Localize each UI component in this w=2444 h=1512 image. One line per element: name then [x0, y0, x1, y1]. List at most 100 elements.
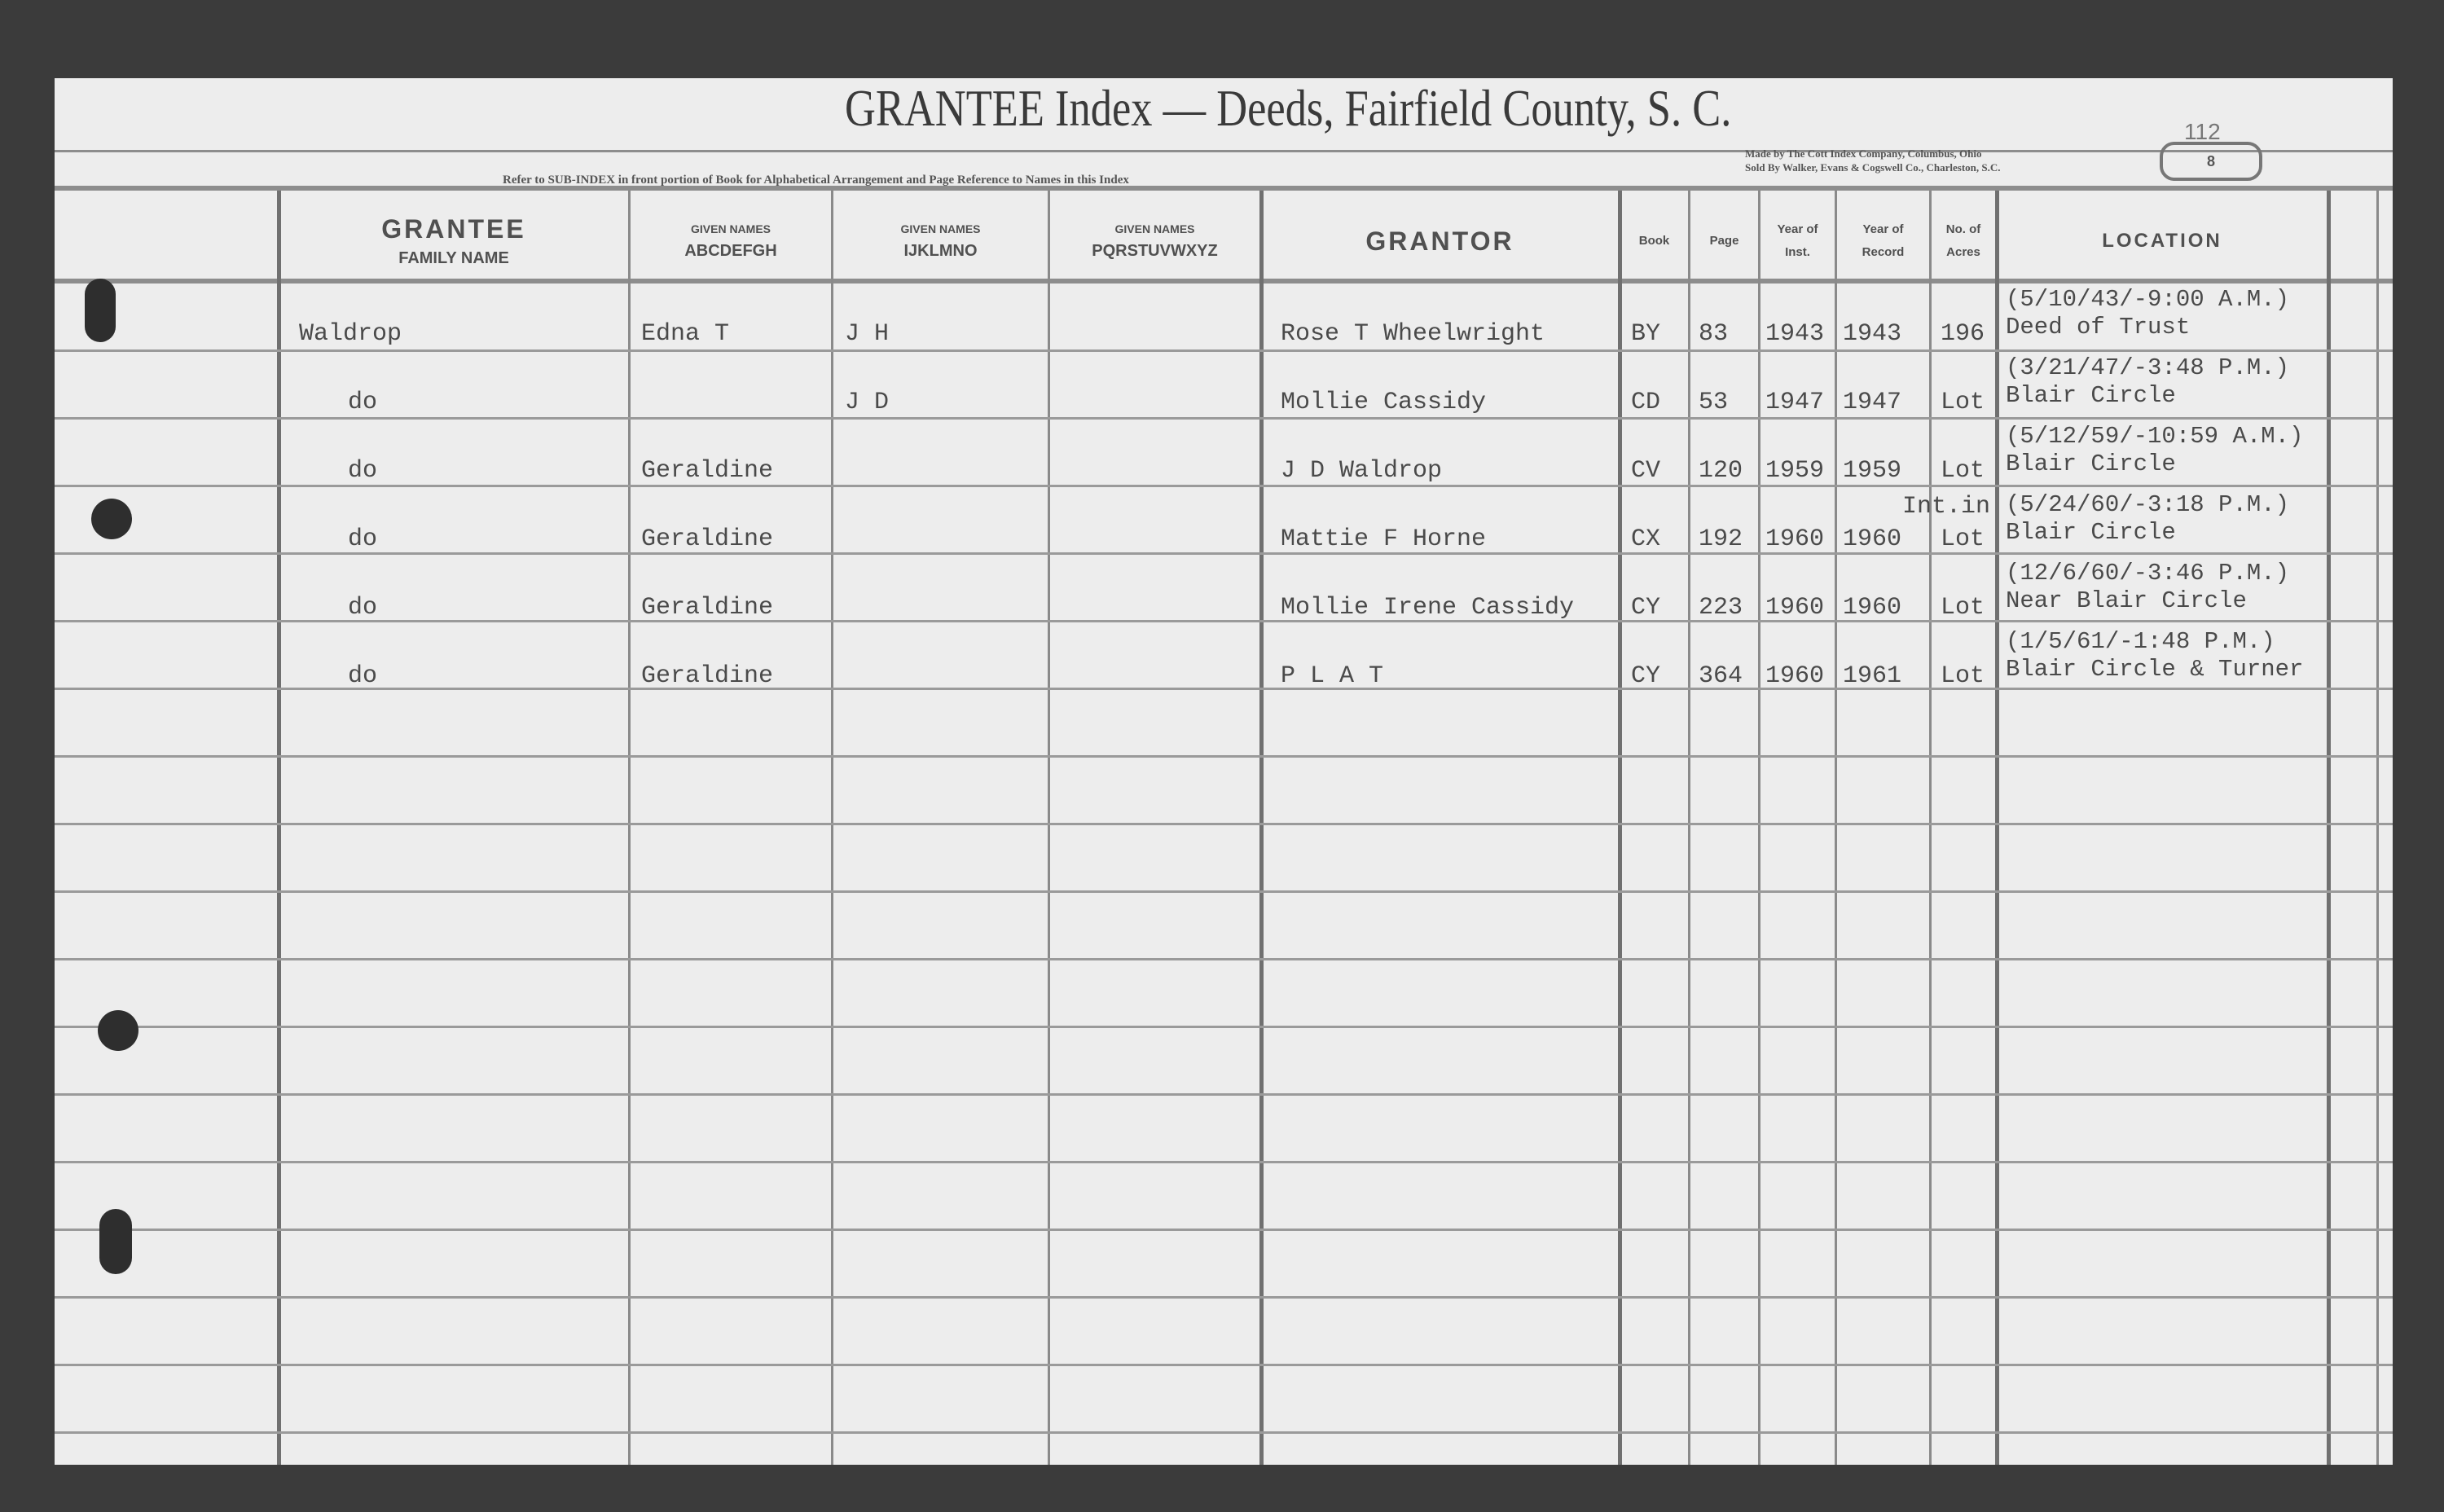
book: CY — [1631, 594, 1661, 622]
table-row: Waldrop Edna T J H Rose T Wheelwright BY 83 19… — [55, 284, 2393, 353]
page-letter-box: 8 — [2160, 142, 2262, 181]
year-of-instrument: 1960 — [1765, 662, 1825, 690]
header-book-label: Book — [1638, 234, 1670, 248]
header-page: Page — [1690, 200, 1758, 282]
header-grantor-label: GRANTOR — [1365, 226, 1514, 256]
page: 83 — [1699, 320, 1729, 348]
location-description: Blair Circle — [2006, 451, 2176, 477]
location-description: Blair Circle — [2006, 382, 2176, 409]
header-grantee-label: GRANTEE — [381, 214, 526, 244]
header-label: Acres — [1946, 245, 1980, 259]
given-name-abcdefgh: Geraldine — [641, 457, 774, 485]
year-of-record: 1960 — [1843, 525, 1902, 553]
year-of-instrument: 1960 — [1765, 525, 1825, 553]
header-given-label: GIVEN NAMES — [900, 222, 981, 235]
page-title: GRANTEE Index — Deeds, Fairfield County,… — [845, 79, 1732, 137]
grantor-name: Rose T Wheelwright — [1281, 320, 1545, 348]
year-of-record: 1947 — [1843, 389, 1902, 416]
acres: 196 — [1941, 320, 1985, 348]
header-label: Record — [1862, 245, 1905, 259]
table-row: do Geraldine J D Waldrop CV 120 1959 1959 Lot (5… — [55, 421, 2393, 490]
header-year-record: Year of Record — [1837, 200, 1929, 282]
grantor-name: Mattie F Horne — [1281, 525, 1487, 553]
grantor-name: P L A T — [1281, 662, 1384, 690]
header-given-3: GIVEN NAMES PQRSTUVWXYZ — [1050, 200, 1259, 282]
year-of-record: 1961 — [1843, 662, 1902, 690]
header-family-name: FAMILY NAME — [398, 249, 509, 267]
page: 223 — [1699, 594, 1743, 622]
binder-hole — [99, 1209, 132, 1274]
given-name-ijklmno: J D — [845, 389, 890, 416]
index-rows: Waldrop Edna T J H Rose T Wheelwright BY 83 19… — [55, 284, 2393, 1465]
divider — [55, 279, 2393, 284]
grantee-family-name: do — [348, 457, 378, 485]
given-name-abcdefgh: Geraldine — [641, 662, 774, 690]
location-description: Blair Circle — [2006, 519, 2176, 546]
grantee-family-name: do — [348, 525, 378, 553]
header-label: Year of — [1777, 222, 1818, 236]
header-year-inst: Year of Inst. — [1760, 200, 1835, 282]
year-of-instrument: 1959 — [1765, 457, 1825, 485]
header-label: Year of — [1862, 222, 1904, 236]
location-timestamp: (5/24/60/-3:18 P.M.) — [2006, 491, 2290, 518]
acres: Lot — [1941, 662, 1985, 690]
header-given-1: GIVEN NAMES ABCDEFGH — [631, 200, 831, 282]
header-book: Book — [1620, 200, 1688, 282]
given-name-abcdefgh: Edna T — [641, 320, 730, 348]
year-of-record: 1943 — [1843, 320, 1902, 348]
binder-hole — [91, 499, 132, 539]
location-timestamp: (1/5/61/-1:48 P.M.) — [2006, 628, 2275, 655]
header-label: Inst. — [1785, 245, 1810, 259]
given-name-abcdefgh: Geraldine — [641, 594, 774, 622]
header-grantee: GRANTEE FAMILY NAME — [279, 200, 628, 282]
header-given-label: GIVEN NAMES — [1114, 222, 1195, 235]
acres: Lot — [1941, 457, 1985, 485]
book: CY — [1631, 662, 1661, 690]
maker-note: Made by The Cott Index Company, Columbus… — [1745, 147, 2001, 174]
acres: Lot — [1941, 525, 1985, 553]
maker-line-1: Made by The Cott Index Company, Columbus… — [1745, 147, 1982, 160]
refer-note: Refer to SUB-INDEX in front portion of B… — [503, 174, 1129, 187]
grantor-name: Mollie Cassidy — [1281, 389, 1487, 416]
table-row: do J D Mollie Cassidy CD 53 1947 1947 Lot (3/21/… — [55, 353, 2393, 421]
grantor-name: J D Waldrop — [1281, 457, 1443, 485]
book: CD — [1631, 389, 1661, 416]
location-timestamp: (3/21/47/-3:48 P.M.) — [2006, 354, 2290, 381]
header-grantor: GRANTOR — [1262, 200, 1618, 282]
book: BY — [1631, 320, 1661, 348]
grantor-name: Mollie Irene Cassidy — [1281, 594, 1575, 622]
location-description: Deed of Trust — [2006, 314, 2191, 341]
header-page-label: Page — [1709, 234, 1739, 248]
page: 364 — [1699, 662, 1743, 690]
given-name-abcdefgh: Geraldine — [641, 525, 774, 553]
grantee-family-name: do — [348, 389, 378, 416]
book: CX — [1631, 525, 1661, 553]
page-number: 112 — [2184, 119, 2221, 144]
acres: Lot — [1941, 389, 1985, 416]
header-acres: No. of Acres — [1932, 200, 1995, 282]
table-row: do Geraldine Mattie F Horne CX 192 1960 1960 Lo… — [55, 490, 2393, 558]
book: CV — [1631, 457, 1661, 485]
grantee-family-name: do — [348, 662, 378, 690]
header-given-range: ABCDEFGH — [684, 241, 777, 260]
binder-hole — [98, 1010, 138, 1051]
page: 53 — [1699, 389, 1729, 416]
maker-line-2: Sold By Walker, Evans & Cogswell Co., Ch… — [1745, 161, 2001, 174]
grantee-family-name: Waldrop — [299, 320, 402, 348]
table-row: do Geraldine P L A T CY 364 1960 1961 Lot (1/5/6… — [55, 626, 2393, 695]
given-name-ijklmno: J H — [845, 320, 890, 348]
page: 192 — [1699, 525, 1743, 553]
acres-note: Int.in — [1902, 493, 1991, 521]
table-row: do Geraldine Mollie Irene Cassidy CY 223 1960… — [55, 558, 2393, 626]
location-timestamp: (5/10/43/-9:00 A.M.) — [2006, 286, 2290, 313]
divider — [55, 150, 2393, 152]
header-location: LOCATION — [1998, 200, 2327, 282]
year-of-record: 1959 — [1843, 457, 1902, 485]
index-card: GRANTEE Index — Deeds, Fairfield County,… — [55, 78, 2393, 1465]
year-of-record: 1960 — [1843, 594, 1902, 622]
binder-hole — [85, 279, 116, 342]
acres: Lot — [1941, 594, 1985, 622]
year-of-instrument: 1943 — [1765, 320, 1825, 348]
divider — [55, 186, 2393, 191]
header-label: No. of — [1945, 222, 1981, 236]
